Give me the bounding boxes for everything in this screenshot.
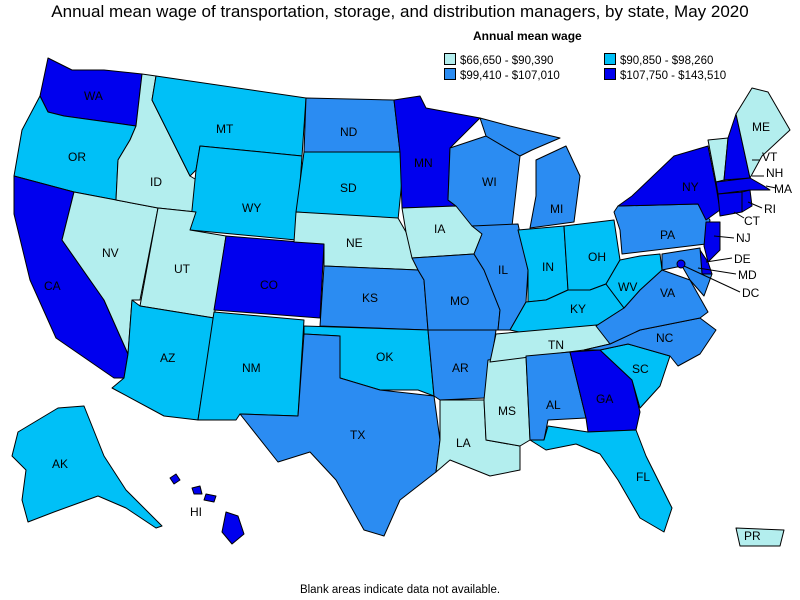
state-label-ks: KS: [362, 291, 379, 305]
state-label-nc: NC: [656, 331, 674, 345]
state-shape-wv: [605, 253, 663, 309]
state-label-ms: MS: [498, 404, 516, 418]
footnote: Blank areas indicate data not available.: [299, 584, 501, 596]
state-label-wy: WY: [242, 201, 262, 215]
state-label-dc: DC: [742, 286, 760, 300]
legend-item-4: $107,750 - $143,510: [604, 68, 726, 82]
state-label-ri: RI: [764, 202, 776, 216]
legend-swatch-4: [604, 68, 616, 80]
state-shape-dc: [676, 259, 686, 269]
state-label-nh: NH: [766, 166, 784, 180]
state-shape-nj: [703, 221, 721, 263]
state-label-ga: GA: [596, 392, 614, 406]
state-label-id: ID: [150, 175, 162, 189]
state-shape-tx: [239, 333, 441, 537]
state-label-ma: MA: [774, 182, 792, 196]
legend-swatch-1: [444, 53, 456, 65]
state-shape-hi-1: [169, 473, 181, 485]
state-shape-pr: [735, 527, 785, 547]
state-label-mo: MO: [450, 294, 470, 308]
state-shape-hi-4: [221, 511, 245, 545]
state-label-al: AL: [546, 398, 561, 412]
state-label-ne: NE: [346, 236, 363, 250]
state-label-vt: VT: [762, 150, 778, 164]
legend-item-1: $66,650 - $90,390: [444, 53, 553, 67]
state-label-sd: SD: [340, 181, 357, 195]
state-label-wv: WV: [618, 280, 638, 294]
state-label-ca: CA: [44, 279, 61, 293]
state-label-pa: PA: [660, 228, 676, 242]
state-label-md: MD: [738, 268, 757, 282]
state-label-il: IL: [498, 263, 509, 277]
state-label-nv: NV: [102, 246, 119, 260]
leader-lines: [683, 159, 777, 293]
legend-label-1: $66,650 - $90,390: [460, 55, 554, 67]
state-shape-hi-2: [191, 485, 203, 495]
state-label-ia: IA: [434, 222, 446, 236]
state-shape-ri: [741, 189, 753, 213]
state-shape-fl: [529, 425, 673, 533]
state-label-hi: HI: [190, 505, 202, 519]
state-shape-wy: [189, 145, 303, 241]
state-shape-hi-3: [203, 493, 217, 503]
state-label-ok: OK: [376, 350, 394, 364]
state-label-ak: AK: [52, 457, 69, 471]
state-label-pr: PR: [744, 529, 761, 543]
state-shape-ct: [717, 191, 743, 217]
legend-label-2: $90,850 - $98,260: [620, 55, 714, 67]
state-label-nm: NM: [242, 361, 261, 375]
state-shape-md: [661, 247, 713, 297]
state-shape-co: [213, 235, 325, 319]
state-shape-ms: [483, 355, 531, 447]
state-shape-ak: [11, 405, 163, 529]
legend-swatch-3: [444, 68, 456, 80]
state-label-ar: AR: [452, 361, 469, 375]
state-label-tn: TN: [548, 338, 564, 352]
state-label-co: CO: [260, 278, 278, 292]
state-label-or: OR: [68, 150, 86, 164]
state-label-ky: KY: [570, 302, 587, 316]
legend-label-3: $99,410 - $107,010: [460, 70, 560, 82]
state-label-wi: WI: [482, 175, 497, 189]
state-shape-sd: [295, 151, 403, 221]
state-label-sc: SC: [632, 362, 649, 376]
state-label-oh: OH: [588, 250, 606, 264]
state-label-mn: MN: [414, 156, 433, 170]
legend-item-3: $99,410 - $107,010: [444, 68, 560, 82]
state-label-fl: FL: [636, 470, 651, 484]
state-label-va: VA: [660, 286, 676, 300]
state-label-me: ME: [752, 120, 770, 134]
state-label-la: LA: [456, 436, 471, 450]
state-label-nd: ND: [340, 125, 358, 139]
legend-title: Annual mean wage: [473, 29, 582, 43]
state-label-in: IN: [542, 260, 554, 274]
state-label-nj: NJ: [736, 231, 751, 245]
legend-item-2: $90,850 - $98,260: [604, 53, 713, 67]
state-label-ct: CT: [744, 214, 760, 228]
state-label-mt: MT: [216, 122, 234, 136]
state-label-az: AZ: [160, 351, 176, 365]
state-label-mi: MI: [550, 202, 564, 216]
state-label-ut: UT: [174, 262, 190, 276]
state-shape-mi-up: [479, 117, 561, 157]
state-label-wa: WA: [84, 89, 103, 103]
legend-label-4: $107,750 - $143,510: [620, 70, 727, 82]
map-title: Annual mean wage of transportation, stor…: [51, 2, 749, 21]
state-shape-mi: [529, 145, 581, 229]
legend-swatch-2: [604, 53, 616, 65]
state-label-tx: TX: [350, 428, 366, 442]
state-label-ny: NY: [682, 180, 699, 194]
state-label-de: DE: [734, 252, 751, 266]
